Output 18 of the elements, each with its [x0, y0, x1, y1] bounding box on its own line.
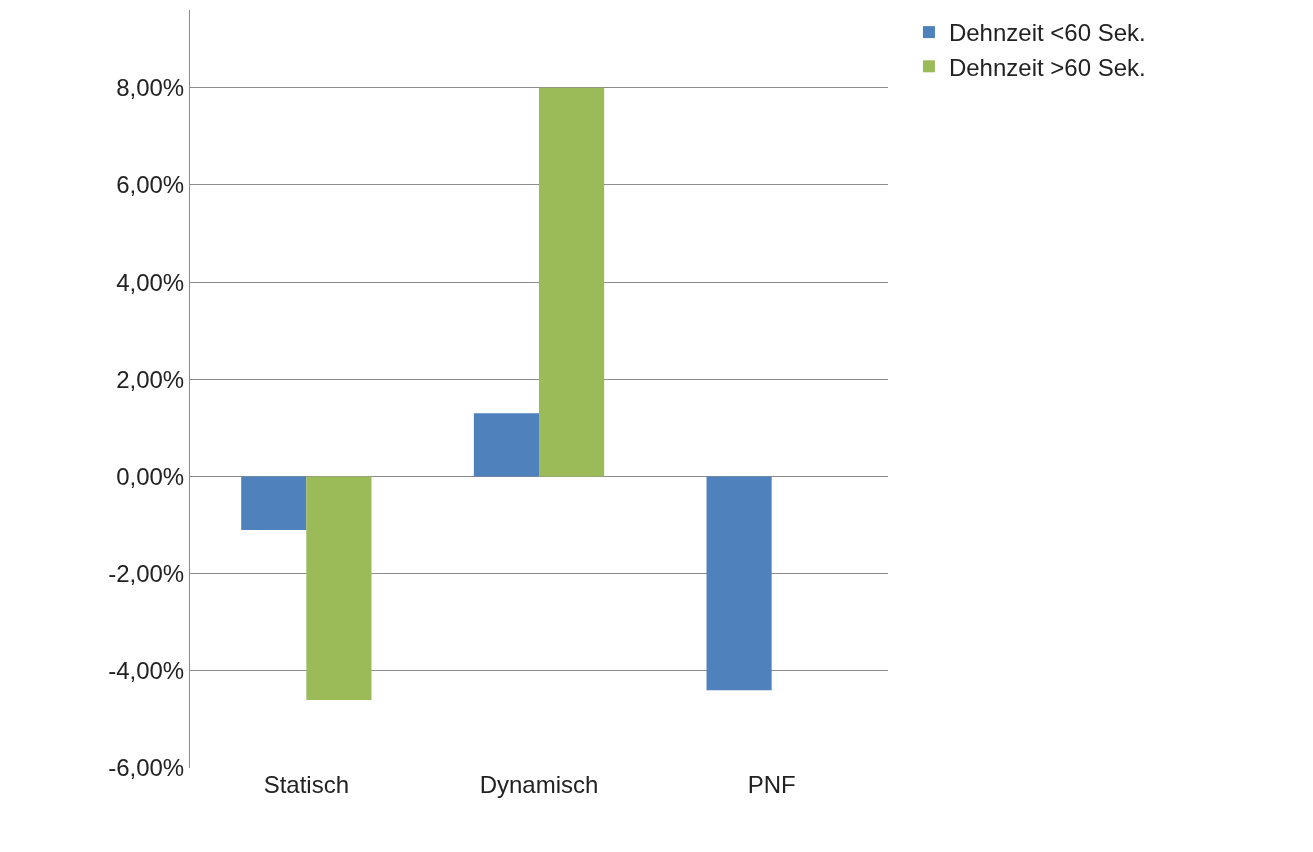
bar	[306, 476, 372, 700]
bar	[473, 413, 539, 477]
x-tick-label: Dynamisch	[479, 771, 599, 798]
y-tick-label: -6,00%	[108, 754, 185, 782]
x-tick-label: PNF	[747, 771, 796, 798]
y-tick-label: 8,00%	[116, 74, 185, 102]
bar	[241, 476, 307, 530]
y-tick-label: 2,00%	[116, 365, 185, 393]
y-tick-label: -4,00%	[108, 657, 185, 685]
legend-label: Dehnzeit >60 Sek.	[948, 53, 1146, 81]
y-tick-label: -2,00%	[108, 560, 185, 588]
y-tick-label: 0,00%	[116, 462, 185, 490]
y-tick-label: 6,00%	[116, 171, 185, 199]
x-tick-label: Statisch	[263, 771, 350, 798]
bar	[539, 87, 605, 477]
legend-label: Dehnzeit <60 Sek.	[948, 19, 1146, 47]
y-tick-label: 4,00%	[116, 268, 185, 296]
bar	[706, 476, 772, 691]
